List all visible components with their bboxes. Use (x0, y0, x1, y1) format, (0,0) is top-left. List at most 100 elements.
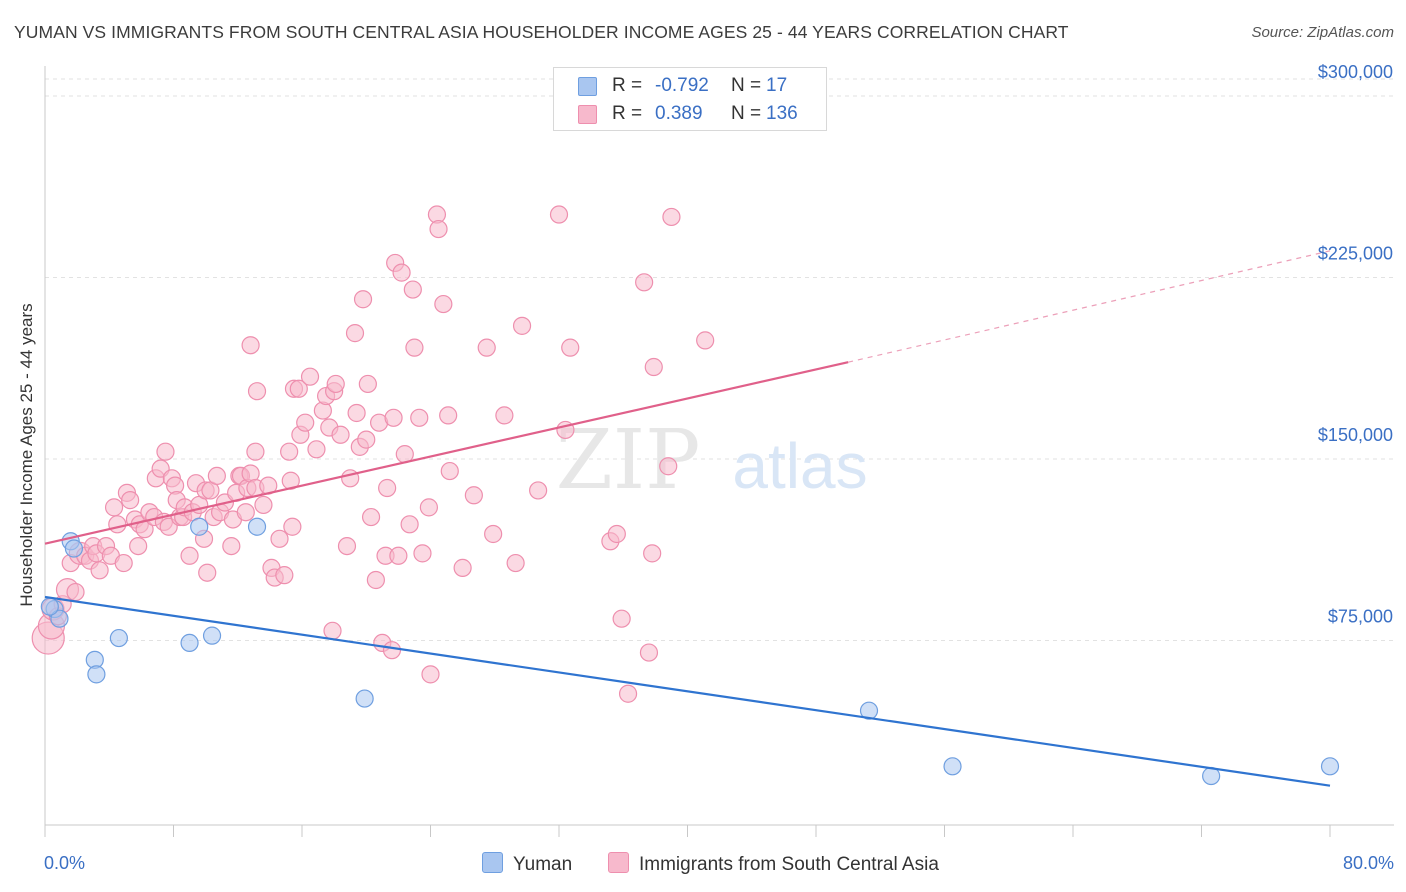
legend-r-value: 0.389 (655, 103, 703, 124)
immigrants-point (512, 316, 532, 335)
immigrants-point (270, 529, 289, 548)
immigrants-point (477, 338, 496, 357)
immigrants-point (549, 205, 569, 224)
yuman-trend-line (44, 595, 1331, 787)
immigrants-point (384, 408, 403, 427)
immigrants-point (405, 338, 424, 357)
immigrants-point (246, 442, 265, 461)
immigrants-point (347, 403, 366, 423)
yuman-point (355, 689, 374, 708)
immigrants-point (353, 290, 373, 309)
watermark-atlas: atlas (732, 430, 867, 502)
immigrants-point (495, 406, 514, 425)
immigrants-point (283, 517, 302, 536)
immigrants-point (413, 544, 432, 563)
legend-swatch-immigrants (608, 852, 629, 873)
immigrants-point (361, 507, 381, 527)
immigrants-point (300, 367, 320, 386)
immigrants-point (696, 331, 715, 350)
y-tick-label: $300,000 (1318, 62, 1393, 82)
immigrants-point (392, 263, 411, 282)
legend-n-label: N = (731, 103, 762, 124)
x-tick-label: 0.0% (44, 853, 85, 873)
immigrants-point (289, 379, 308, 398)
legend-swatch-yuman (482, 852, 503, 873)
yuman-point (943, 757, 962, 776)
immigrants-point (254, 495, 273, 515)
legend-swatch-yuman (578, 77, 597, 96)
immigrants-point (400, 515, 419, 534)
gridlines (45, 78, 1394, 641)
y-tick-label: $225,000 (1318, 243, 1393, 263)
immigrants-point (275, 566, 294, 585)
yuman-point (109, 628, 128, 648)
immigrants-point (114, 553, 133, 573)
immigrants-point (108, 515, 127, 534)
stats-legend: R = -0.792 N = 17 R = 0.389 N = 136 (553, 67, 827, 131)
legend-r-label: R = (612, 103, 643, 124)
immigrants-point (439, 406, 458, 425)
immigrants-point (453, 558, 472, 577)
axes (44, 66, 1394, 837)
immigrants-point (421, 665, 440, 684)
immigrants-point (296, 413, 315, 432)
immigrants-point (236, 503, 255, 522)
immigrants-point (464, 486, 483, 505)
immigrants-point (635, 273, 654, 292)
yuman-point (1320, 757, 1340, 776)
series-legend: Yuman Immigrants from South Central Asia (0, 852, 1406, 878)
yuman-point (190, 517, 209, 536)
immigrants-point (307, 440, 326, 459)
chart-title: YUMAN VS IMMIGRANTS FROM SOUTH CENTRAL A… (14, 22, 1069, 42)
immigrants-point (331, 425, 350, 444)
legend-item-immigrants[interactable]: Immigrants from South Central Asia (608, 852, 939, 876)
legend-item-yuman[interactable]: Yuman (482, 852, 572, 876)
immigrants-point (156, 442, 175, 461)
immigrants-point (389, 546, 408, 565)
immigrants-point (429, 219, 448, 239)
legend-n-label: N = (731, 75, 762, 96)
immigrants-point (618, 684, 638, 703)
yuman-point (40, 597, 59, 616)
immigrants-point (378, 478, 397, 498)
immigrants-point (612, 609, 631, 628)
immigrants-point (280, 442, 299, 461)
immigrants-point (639, 643, 659, 662)
immigrants-point (357, 430, 376, 449)
yuman-point (247, 517, 267, 536)
immigrants-point (662, 207, 681, 227)
y-axis-label: Householder Income Ages 25 - 44 years (17, 303, 36, 607)
immigrants-point (198, 563, 217, 582)
yuman-point (64, 539, 84, 558)
immigrants-trend-extension (847, 250, 1331, 363)
immigrants-point (222, 536, 241, 556)
legend-label-immigrants: Immigrants from South Central Asia (639, 854, 939, 875)
immigrants-point (121, 491, 140, 510)
immigrants-point (90, 561, 109, 580)
x-tick-label: 80.0% (1343, 853, 1394, 873)
immigrants-point (607, 524, 626, 544)
legend-r-label: R = (612, 75, 643, 96)
legend-r-value: -0.792 (655, 75, 709, 96)
series-immigrants-points (31, 205, 715, 703)
immigrants-point (382, 641, 402, 660)
tick-labels: $75,000 $150,000 $225,000 $300,000 0.0% 80.0% (44, 62, 1394, 873)
immigrants-trend-line (44, 361, 849, 545)
series-yuman-points (40, 517, 1340, 786)
trend-lines (44, 250, 1331, 787)
legend-n-value: 136 (766, 103, 798, 124)
immigrants-point (366, 570, 385, 590)
source-label: Source: ZipAtlas.com (1251, 24, 1394, 41)
yuman-point (859, 701, 879, 720)
immigrants-point (419, 498, 438, 517)
y-tick-label: $75,000 (1328, 606, 1393, 626)
immigrants-point (403, 280, 422, 299)
immigrants-point (241, 336, 260, 355)
yuman-point (202, 626, 222, 645)
immigrants-point (644, 357, 663, 377)
immigrants-point (345, 324, 365, 343)
immigrants-point (561, 338, 580, 357)
y-tick-label: $150,000 (1318, 425, 1393, 445)
watermark-zip: ZIP (556, 413, 701, 508)
